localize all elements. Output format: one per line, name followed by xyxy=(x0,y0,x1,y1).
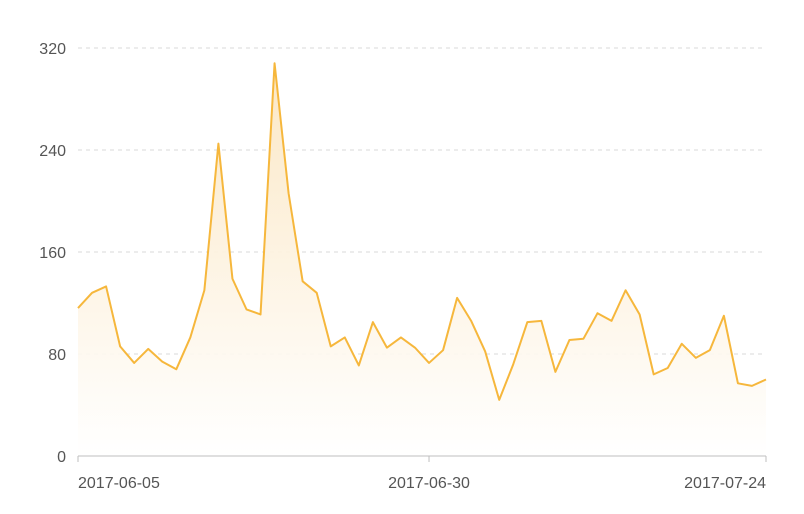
series-line xyxy=(77,62,767,401)
y-tick-label: 0 xyxy=(57,449,66,466)
x-axis-labels: 2017-06-05 2017-06-30 2017-07-24 xyxy=(78,475,766,492)
x-tick-label: 2017-06-05 xyxy=(78,475,160,492)
y-tick-label: 240 xyxy=(39,143,66,160)
y-tick-label: 160 xyxy=(39,245,66,262)
y-axis-labels: 0 80 160 240 320 xyxy=(39,41,66,466)
y-tick-label: 80 xyxy=(48,347,66,364)
grid-lines xyxy=(78,47,766,355)
x-tick-label: 2017-07-24 xyxy=(684,475,766,492)
x-tick-label: 2017-06-30 xyxy=(388,475,470,492)
area-fill xyxy=(78,63,766,457)
area-series xyxy=(77,62,767,457)
x-axis xyxy=(77,455,767,462)
y-tick-label: 320 xyxy=(39,41,66,58)
